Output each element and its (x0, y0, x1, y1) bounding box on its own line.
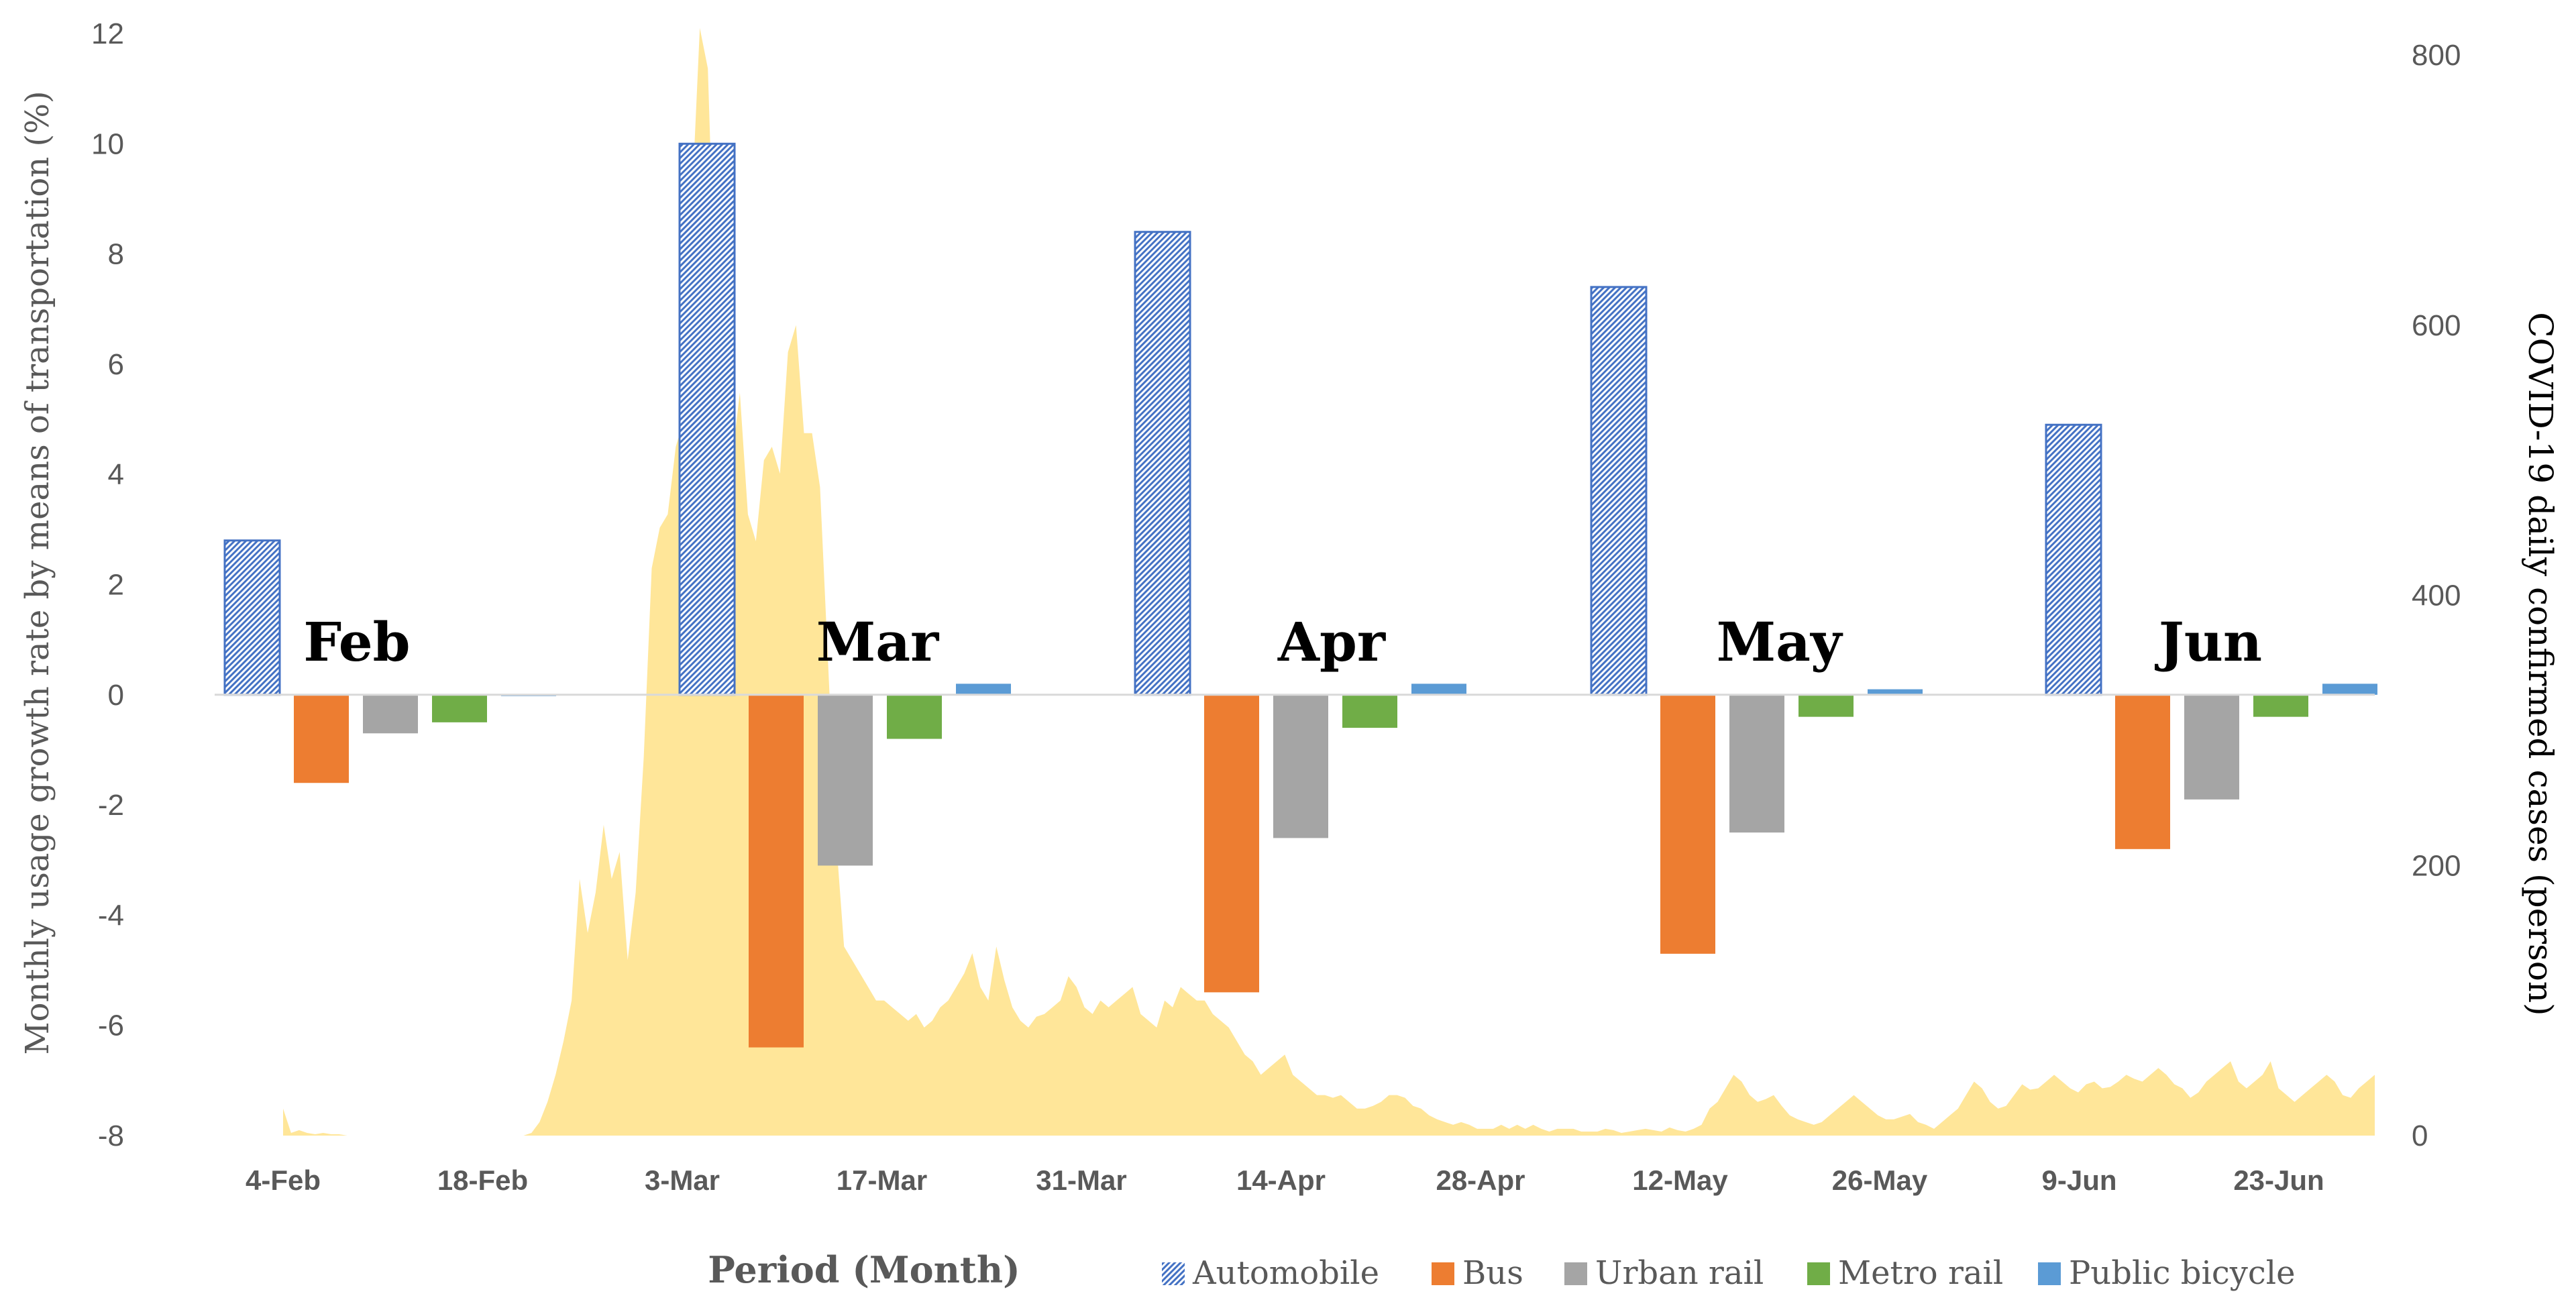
bar-urban-rail-feb (363, 694, 418, 734)
y-tick-left: 2 (108, 569, 124, 602)
y-tick-right: 800 (2412, 39, 2461, 72)
y-tick-right: 200 (2412, 849, 2461, 882)
bar-urban-rail-mar (818, 694, 873, 866)
legend-label-automobile: Automobile (1192, 1254, 1379, 1292)
y-tick-left: -8 (98, 1119, 124, 1152)
y-axis-title-right: COVID-19 daily confirmed cases (person) (2521, 312, 2560, 1016)
legend-label-urban-rail: Urban rail (1595, 1254, 1764, 1292)
bar-public-bicycle-apr (1411, 684, 1466, 695)
bar-bus-mar (749, 694, 804, 1048)
x-tick: 26-May (1832, 1164, 1928, 1196)
bar-public-bicycle-mar (956, 684, 1011, 695)
legend-swatch-automobile (1162, 1262, 1185, 1285)
legend-swatch-metro-rail (1807, 1262, 1830, 1285)
bar-metro-rail-jun (2253, 694, 2308, 717)
legend-swatch-urban-rail (1564, 1262, 1587, 1285)
x-axis-ticks: 4-Feb 18-Feb 3-Mar 17-Mar 31-Mar 14-Apr 28-Apr… (246, 1164, 2324, 1196)
month-label-feb: Feb (303, 610, 410, 673)
covid-cases-area (283, 28, 2375, 1136)
x-tick: 9-Jun (2041, 1164, 2116, 1196)
y-tick-right: 0 (2412, 1119, 2428, 1152)
y-axis-right-ticks: 800 600 400 200 0 (2412, 39, 2461, 1152)
month-labels: Feb Mar Apr May Jun (303, 610, 2262, 673)
bar-bus-feb (294, 694, 349, 783)
x-tick: 31-Mar (1036, 1164, 1126, 1196)
month-label-mar: Mar (816, 610, 939, 673)
bar-bus-apr (1204, 694, 1259, 993)
y-tick-left: 8 (108, 238, 124, 271)
x-tick: 17-Mar (837, 1164, 927, 1196)
y-tick-left: 10 (91, 127, 124, 160)
x-tick: 14-Apr (1236, 1164, 1326, 1196)
bar-urban-rail-apr (1273, 694, 1328, 838)
bar-automobile-may (1590, 286, 1648, 696)
covid-area-layer (283, 28, 2375, 1136)
month-label-may: May (1717, 610, 1843, 673)
legend: Automobile Bus Urban rail Metro rail Public … (1162, 1254, 2296, 1292)
legend-label-metro-rail: Metro rail (1838, 1254, 2003, 1292)
bar-public-bicycle-jun (2322, 684, 2377, 695)
bar-public-bicycle-may (1868, 689, 1923, 695)
legend-swatch-public-bicycle (2038, 1262, 2061, 1285)
legend-label-bus: Bus (1462, 1254, 1523, 1292)
x-tick: 3-Mar (645, 1164, 720, 1196)
y-tick-left: 6 (108, 348, 124, 381)
y-tick-left: 4 (108, 458, 124, 491)
bar-urban-rail-may (1729, 694, 1784, 833)
x-tick: 23-Jun (2233, 1164, 2324, 1196)
bar-automobile-feb (223, 539, 281, 696)
bar-bus-may (1660, 694, 1715, 954)
y-tick-left: 12 (91, 17, 124, 50)
bar-urban-rail-jun (2184, 694, 2239, 800)
y-tick-right: 400 (2412, 580, 2461, 612)
y-axis-left-ticks: 12 10 8 6 4 2 0 -2 -4 -6 -8 (91, 17, 124, 1152)
y-tick-left: 0 (108, 679, 124, 712)
bar-bus-jun (2115, 694, 2170, 849)
bar-metro-rail-mar (887, 694, 942, 739)
bar-layer (223, 142, 2377, 1048)
month-label-jun: Jun (2155, 610, 2262, 673)
x-axis-title: Period (Month) (708, 1248, 1020, 1291)
bar-metro-rail-feb (432, 694, 487, 722)
y-tick-right: 600 (2412, 309, 2461, 342)
legend-swatch-bus (1432, 1262, 1454, 1285)
bar-automobile-apr (1134, 231, 1191, 696)
y-tick-left: -4 (98, 899, 124, 932)
month-label-apr: Apr (1277, 610, 1386, 673)
x-tick: 12-May (1632, 1164, 1728, 1196)
bar-metro-rail-may (1799, 694, 1854, 717)
bar-automobile-jun (2045, 423, 2102, 696)
x-tick: 18-Feb (437, 1164, 528, 1196)
bar-metro-rail-apr (1342, 694, 1397, 728)
legend-label-public-bicycle: Public bicycle (2069, 1254, 2296, 1292)
x-tick: 4-Feb (246, 1164, 321, 1196)
bar-automobile-mar (678, 142, 736, 696)
y-tick-left: -6 (98, 1009, 124, 1042)
y-tick-left: -2 (98, 789, 124, 822)
y-axis-title-left: Monthly usage growth rate by means of tr… (19, 91, 56, 1054)
x-tick: 28-Apr (1436, 1164, 1525, 1196)
